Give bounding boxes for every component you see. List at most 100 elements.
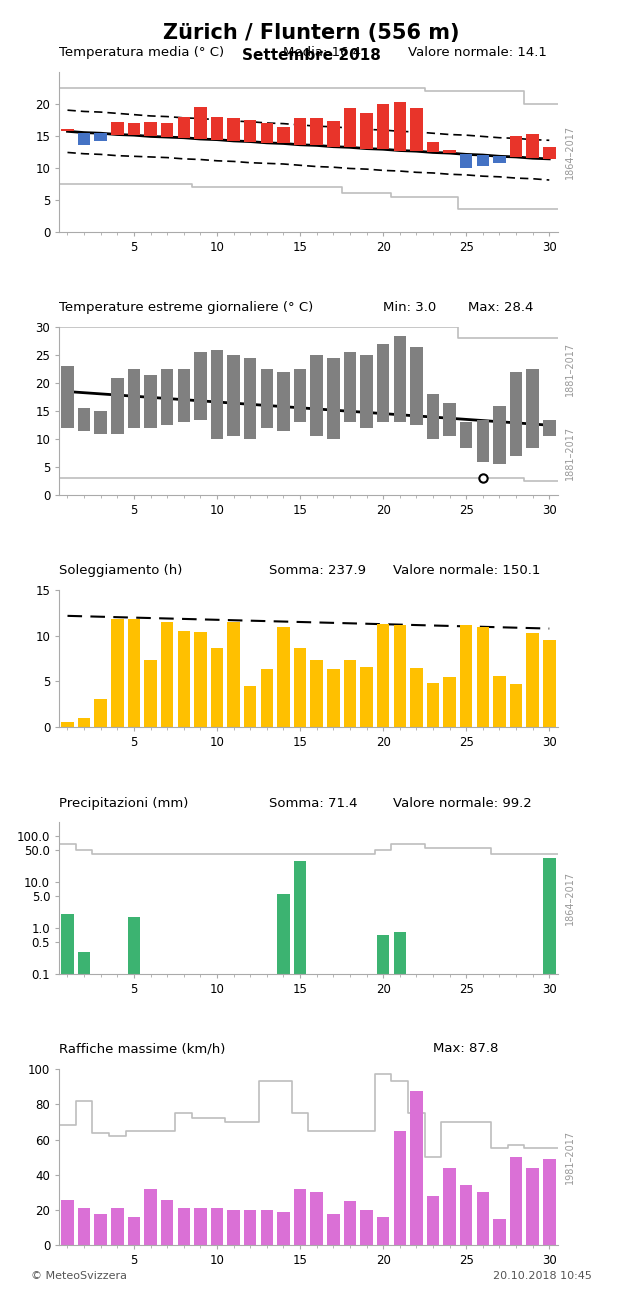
- Bar: [111, 619, 123, 726]
- Bar: [61, 366, 74, 428]
- Text: Temperature estreme giornaliere (° C): Temperature estreme giornaliere (° C): [59, 301, 313, 314]
- Bar: [260, 369, 273, 428]
- Bar: [211, 116, 223, 140]
- Bar: [427, 683, 439, 726]
- Bar: [493, 675, 506, 726]
- Bar: [145, 660, 157, 726]
- Bar: [294, 861, 307, 1304]
- Bar: [460, 154, 472, 168]
- Bar: [360, 355, 373, 428]
- Bar: [360, 1210, 373, 1245]
- Bar: [227, 1210, 240, 1245]
- Bar: [95, 699, 107, 726]
- Bar: [78, 717, 90, 726]
- Text: Valore normale: 150.1: Valore normale: 150.1: [393, 563, 541, 576]
- Bar: [161, 369, 173, 425]
- Bar: [78, 1209, 90, 1245]
- Bar: [294, 369, 307, 422]
- Bar: [260, 669, 273, 726]
- Text: Zürich / Fluntern (556 m): Zürich / Fluntern (556 m): [163, 23, 460, 43]
- Bar: [61, 914, 74, 1304]
- Bar: [510, 1157, 522, 1245]
- Bar: [526, 369, 539, 447]
- Bar: [194, 352, 207, 420]
- Bar: [244, 357, 257, 439]
- Bar: [178, 1209, 190, 1245]
- Text: Somma: 71.4: Somma: 71.4: [269, 797, 357, 810]
- Bar: [394, 1131, 406, 1245]
- Bar: [61, 129, 74, 132]
- Text: © MeteoSvizzera: © MeteoSvizzera: [31, 1270, 127, 1281]
- Bar: [460, 422, 472, 447]
- Text: 1864–2017: 1864–2017: [565, 871, 575, 925]
- Bar: [244, 1210, 257, 1245]
- Bar: [128, 369, 140, 428]
- Bar: [327, 121, 340, 146]
- Bar: [477, 1192, 489, 1245]
- Bar: [244, 120, 257, 142]
- Bar: [410, 668, 422, 726]
- Bar: [543, 420, 556, 437]
- Text: Raffiche massime (km/h): Raffiche massime (km/h): [59, 1042, 226, 1055]
- Bar: [394, 336, 406, 422]
- Bar: [277, 627, 290, 726]
- Bar: [145, 123, 157, 137]
- Bar: [526, 634, 539, 726]
- Text: Media: 16.4: Media: 16.4: [283, 46, 361, 59]
- Bar: [277, 128, 290, 143]
- Bar: [161, 622, 173, 726]
- Bar: [394, 932, 406, 1304]
- Bar: [277, 893, 290, 1304]
- Bar: [327, 669, 340, 726]
- Bar: [277, 372, 290, 430]
- Text: Max: 28.4: Max: 28.4: [468, 301, 533, 314]
- Bar: [410, 347, 422, 425]
- Bar: [360, 666, 373, 726]
- Text: Max: 87.8: Max: 87.8: [433, 1042, 498, 1055]
- Text: Valore normale: 14.1: Valore normale: 14.1: [408, 46, 547, 59]
- Bar: [360, 113, 373, 149]
- Bar: [493, 156, 506, 163]
- Bar: [327, 1214, 340, 1245]
- Bar: [310, 355, 323, 437]
- Bar: [427, 394, 439, 439]
- Bar: [477, 420, 489, 462]
- Bar: [477, 627, 489, 726]
- Bar: [377, 935, 389, 1304]
- Text: 20.10.2018 10:45: 20.10.2018 10:45: [493, 1270, 592, 1281]
- Text: 1981–2017: 1981–2017: [565, 1131, 575, 1184]
- Bar: [310, 119, 323, 146]
- Bar: [95, 411, 107, 434]
- Bar: [410, 1090, 422, 1245]
- Text: Precipitazioni (mm): Precipitazioni (mm): [59, 797, 189, 810]
- Bar: [344, 108, 356, 147]
- Bar: [145, 374, 157, 428]
- Bar: [244, 686, 257, 726]
- Bar: [128, 917, 140, 1304]
- Text: Settembre 2018: Settembre 2018: [242, 48, 381, 64]
- Bar: [493, 1219, 506, 1245]
- Bar: [128, 123, 140, 136]
- Bar: [327, 357, 340, 439]
- Bar: [394, 102, 406, 150]
- Text: Min: 3.0: Min: 3.0: [383, 301, 436, 314]
- Bar: [493, 406, 506, 464]
- Bar: [460, 1185, 472, 1245]
- Text: Temperatura media (° C): Temperatura media (° C): [59, 46, 224, 59]
- Text: Valore normale: 99.2: Valore normale: 99.2: [393, 797, 532, 810]
- Bar: [128, 618, 140, 726]
- Bar: [377, 625, 389, 726]
- Bar: [377, 104, 389, 149]
- Bar: [543, 147, 556, 159]
- Bar: [227, 622, 240, 726]
- Bar: [427, 142, 439, 153]
- Bar: [61, 722, 74, 726]
- Bar: [543, 1159, 556, 1245]
- Bar: [178, 116, 190, 138]
- Bar: [277, 1211, 290, 1245]
- Bar: [194, 632, 207, 726]
- Bar: [543, 640, 556, 726]
- Bar: [211, 1209, 223, 1245]
- Bar: [61, 1200, 74, 1245]
- Bar: [394, 625, 406, 726]
